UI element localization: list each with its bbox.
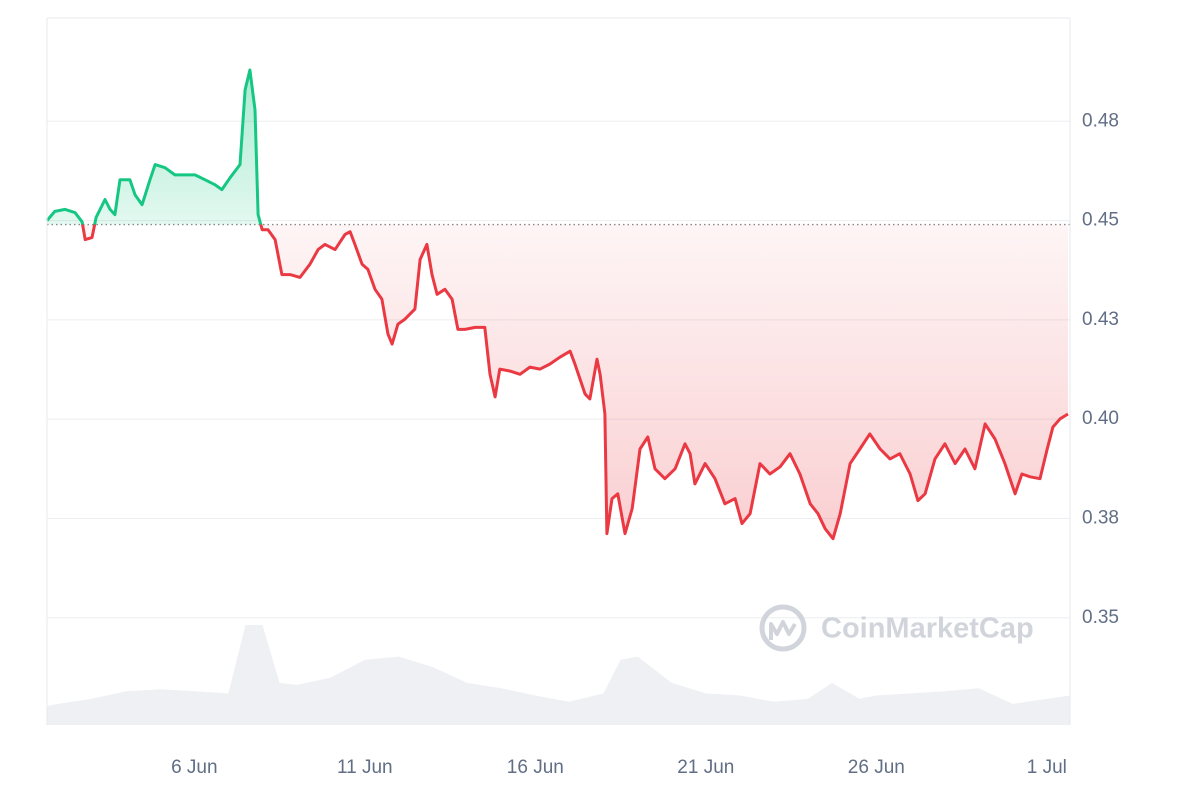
watermark: CoinMarketCap bbox=[759, 604, 1034, 652]
y-tick-label: 0.35 bbox=[1082, 607, 1119, 628]
price-line bbox=[45, 68, 1069, 541]
price-area bbox=[47, 70, 1068, 539]
x-tick-label: 16 Jun bbox=[507, 757, 564, 778]
x-tick-label: 21 Jun bbox=[677, 757, 734, 778]
x-tick-label: 26 Jun bbox=[848, 757, 905, 778]
y-tick-label: 0.40 bbox=[1082, 408, 1119, 429]
y-tick-label: 0.38 bbox=[1082, 507, 1119, 528]
y-tick-label: 0.45 bbox=[1082, 210, 1119, 231]
watermark-logo-mark bbox=[769, 620, 797, 640]
volume-area bbox=[47, 625, 1070, 725]
watermark-text: CoinMarketCap bbox=[821, 613, 1034, 645]
x-tick-label: 1 Jul bbox=[1027, 757, 1067, 778]
x-tick-label: 6 Jun bbox=[171, 757, 217, 778]
x-tick-label: 11 Jun bbox=[337, 757, 393, 778]
watermark-logo bbox=[759, 604, 807, 652]
y-tick-label: 0.48 bbox=[1082, 110, 1119, 131]
y-tick-label: 0.43 bbox=[1082, 309, 1119, 330]
